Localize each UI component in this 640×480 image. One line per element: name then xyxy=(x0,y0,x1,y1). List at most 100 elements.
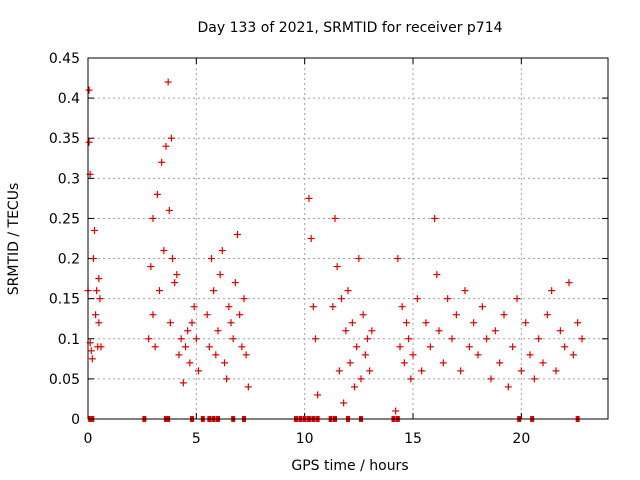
data-point xyxy=(145,335,153,343)
data-point xyxy=(364,335,371,343)
data-point xyxy=(231,279,239,287)
data-point xyxy=(95,275,103,283)
data-point xyxy=(227,319,235,327)
data-point xyxy=(398,303,406,311)
grid xyxy=(88,58,608,419)
data-point xyxy=(307,235,315,242)
data-point xyxy=(218,247,226,255)
y-tick-label: 0.2 xyxy=(58,252,80,268)
data-point xyxy=(162,142,170,150)
x-tick-label: 0 xyxy=(84,431,93,447)
y-tick-label: 0.35 xyxy=(49,131,80,147)
data-point xyxy=(340,399,348,407)
data-point xyxy=(513,295,521,303)
x-tick-label: 15 xyxy=(404,431,422,447)
data-point xyxy=(179,379,187,387)
data-point xyxy=(526,351,534,359)
y-tick-label: 0.05 xyxy=(49,372,80,388)
data-point xyxy=(223,375,231,383)
data-point xyxy=(496,359,504,367)
y-tick-label: 0.15 xyxy=(49,292,80,308)
data-point xyxy=(500,311,508,319)
data-point xyxy=(97,343,105,351)
data-point xyxy=(96,295,104,303)
data-point xyxy=(329,303,337,311)
data-point xyxy=(517,367,525,375)
data-point xyxy=(478,303,486,311)
data-point xyxy=(221,359,228,367)
data-point xyxy=(208,255,215,263)
data-point xyxy=(87,347,95,355)
data-point xyxy=(85,138,93,146)
data-point xyxy=(331,214,339,222)
data-point xyxy=(171,279,179,287)
data-point xyxy=(238,343,246,351)
y-axis-title: SRMTID / TECUs xyxy=(6,183,22,296)
data-point xyxy=(574,319,582,327)
data-point xyxy=(167,134,175,142)
x-axis-title: GPS time / hours xyxy=(291,458,408,474)
data-point xyxy=(491,327,499,335)
data-point xyxy=(93,287,101,295)
data-point xyxy=(578,335,586,343)
data-point xyxy=(539,359,547,367)
data-point xyxy=(405,335,413,343)
data-point xyxy=(565,279,573,287)
data-point xyxy=(216,271,224,279)
data-point xyxy=(548,287,556,295)
x-tick-label: 20 xyxy=(512,431,530,447)
data-point xyxy=(433,271,441,279)
data-point xyxy=(166,319,174,327)
data-point xyxy=(175,351,183,359)
data-point xyxy=(335,367,343,375)
data-point xyxy=(342,327,350,335)
data-point xyxy=(435,327,443,335)
data-point xyxy=(88,355,96,363)
data-point xyxy=(448,335,456,343)
data-point xyxy=(535,335,543,343)
data-point xyxy=(184,327,192,335)
data-point xyxy=(240,295,248,303)
data-point xyxy=(368,327,376,335)
data-point xyxy=(361,351,369,359)
data-point xyxy=(394,255,402,263)
data-point xyxy=(396,343,404,351)
data-point xyxy=(346,359,354,367)
data-point xyxy=(457,367,465,375)
data-point xyxy=(210,287,218,295)
data-point xyxy=(205,343,213,351)
data-point xyxy=(413,295,421,303)
data-point xyxy=(186,359,194,367)
data-point xyxy=(359,311,367,319)
data-point xyxy=(407,375,415,383)
data-point xyxy=(355,255,363,263)
data-point xyxy=(229,335,237,343)
data-point xyxy=(156,287,163,295)
data-point xyxy=(147,263,155,271)
data-point xyxy=(236,311,244,319)
data-point xyxy=(173,271,181,279)
data-point xyxy=(91,226,98,234)
y-tick-label: 0.45 xyxy=(49,51,80,67)
data-point xyxy=(452,311,460,319)
data-point xyxy=(195,367,202,375)
data-point xyxy=(212,351,220,359)
data-point xyxy=(403,319,410,327)
data-point xyxy=(192,335,200,343)
data-point xyxy=(177,335,185,343)
y-tick-label: 0.1 xyxy=(58,332,80,348)
data-point xyxy=(95,319,103,327)
data-point xyxy=(461,287,469,295)
y-tick-label: 0.25 xyxy=(49,211,80,227)
data-point xyxy=(556,327,564,335)
data-point xyxy=(366,367,374,375)
data-point xyxy=(353,343,361,351)
data-point xyxy=(158,158,166,166)
x-tick-label: 10 xyxy=(296,431,314,447)
data-point xyxy=(242,351,250,359)
data-point xyxy=(309,303,317,311)
data-point xyxy=(426,343,434,351)
data-point xyxy=(351,383,358,391)
data-point xyxy=(465,343,473,351)
data-point xyxy=(509,343,517,351)
